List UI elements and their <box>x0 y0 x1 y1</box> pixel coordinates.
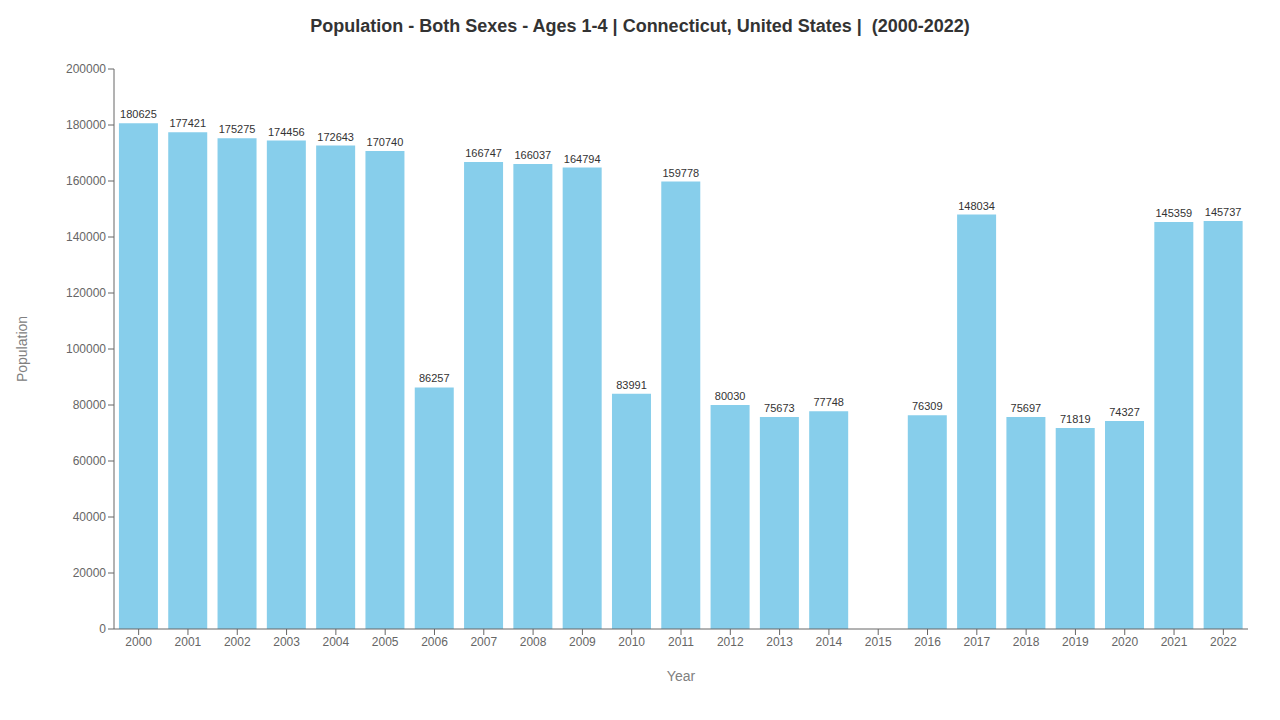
svg-text:140000: 140000 <box>66 230 106 244</box>
svg-text:2022: 2022 <box>1210 635 1237 649</box>
svg-text:166747: 166747 <box>465 147 502 159</box>
svg-text:2005: 2005 <box>372 635 399 649</box>
svg-text:2010: 2010 <box>618 635 645 649</box>
svg-text:2008: 2008 <box>520 635 547 649</box>
svg-text:2000: 2000 <box>125 635 152 649</box>
svg-text:0: 0 <box>99 622 106 636</box>
svg-text:170740: 170740 <box>367 136 404 148</box>
svg-text:180625: 180625 <box>120 108 157 120</box>
svg-text:2015: 2015 <box>865 635 892 649</box>
svg-text:2009: 2009 <box>569 635 596 649</box>
svg-text:80030: 80030 <box>715 390 746 402</box>
svg-text:2019: 2019 <box>1062 635 1089 649</box>
svg-text:77748: 77748 <box>813 396 844 408</box>
svg-text:20000: 20000 <box>73 566 107 580</box>
svg-text:145737: 145737 <box>1205 206 1242 218</box>
svg-text:80000: 80000 <box>73 398 107 412</box>
svg-text:200000: 200000 <box>66 62 106 76</box>
html-text:Population - Both Sexes - Ages: Population - Both Sexes - Ages 1-4 | Con… <box>310 16 970 36</box>
svg-text:166037: 166037 <box>515 149 552 161</box>
svg-text:2017: 2017 <box>963 635 990 649</box>
svg-text:2020: 2020 <box>1111 635 1138 649</box>
svg-text:86257: 86257 <box>419 372 450 384</box>
svg-text:2013: 2013 <box>766 635 793 649</box>
svg-text:Population: Population <box>14 316 30 382</box>
svg-text:2021: 2021 <box>1161 635 1188 649</box>
svg-text:177421: 177421 <box>169 117 206 129</box>
svg-text:120000: 120000 <box>66 286 106 300</box>
svg-text:100000: 100000 <box>66 342 106 356</box>
svg-text:180000: 180000 <box>66 118 106 132</box>
svg-text:Year: Year <box>667 668 696 684</box>
svg-text:83991: 83991 <box>616 379 647 391</box>
svg-text:2001: 2001 <box>175 635 202 649</box>
svg-text:60000: 60000 <box>73 454 107 468</box>
svg-text:2012: 2012 <box>717 635 744 649</box>
svg-text:75673: 75673 <box>764 402 795 414</box>
svg-text:2007: 2007 <box>470 635 497 649</box>
svg-text:160000: 160000 <box>66 174 106 188</box>
svg-text:175275: 175275 <box>219 123 256 135</box>
svg-text:40000: 40000 <box>73 510 107 524</box>
svg-text:71819: 71819 <box>1060 413 1091 425</box>
svg-text:172643: 172643 <box>317 131 354 143</box>
svg-text:145359: 145359 <box>1155 207 1192 219</box>
svg-text:2016: 2016 <box>914 635 941 649</box>
svg-text:74327: 74327 <box>1109 406 1140 418</box>
svg-text:2011: 2011 <box>668 635 694 649</box>
svg-text:164794: 164794 <box>564 153 601 165</box>
svg-text:2004: 2004 <box>323 635 350 649</box>
svg-text:2018: 2018 <box>1013 635 1040 649</box>
svg-text:2006: 2006 <box>421 635 448 649</box>
svg-text:174456: 174456 <box>268 126 305 138</box>
svg-text:2003: 2003 <box>273 635 300 649</box>
svg-text:148034: 148034 <box>958 200 995 212</box>
svg-text:2014: 2014 <box>816 635 843 649</box>
svg-text:75697: 75697 <box>1011 402 1042 414</box>
svg-text:76309: 76309 <box>912 400 943 412</box>
svg-text:159778: 159778 <box>662 167 699 179</box>
svg-text:2002: 2002 <box>224 635 251 649</box>
